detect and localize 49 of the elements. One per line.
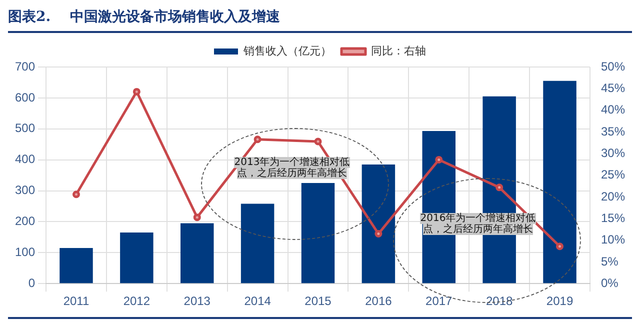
chart-title: 图表2. 中国激光设备市场销售收入及增速 <box>8 8 282 27</box>
point <box>496 184 504 192</box>
legend-label: 销售收入（亿元） <box>242 44 332 58</box>
point <box>132 88 140 96</box>
bar <box>362 164 396 284</box>
point <box>435 156 443 164</box>
point <box>556 242 564 250</box>
y-tick-label: 0 <box>28 276 36 290</box>
y-tick-label: 100 <box>14 244 36 259</box>
x-tick-label: 2019 <box>546 294 574 308</box>
y-tick-label: 200 <box>14 214 36 228</box>
y-tick-label: 700 <box>14 59 36 74</box>
point <box>254 136 262 144</box>
bar <box>60 248 93 284</box>
x-tick-label: 2017 <box>426 294 453 308</box>
y2-tick-label: 40% <box>600 102 626 117</box>
y2-tick-label: 15% <box>600 210 626 225</box>
y2-tick-label: 0% <box>600 276 619 290</box>
y2-tick-label: 45% <box>600 80 626 95</box>
y-tick-label: 500 <box>14 121 36 136</box>
y2-tick-label: 50% <box>600 59 626 74</box>
x-tick-label: 2013 <box>184 294 211 308</box>
annotation: 2013年为一个增速相对低点，之后经历两年高增长 <box>234 157 350 179</box>
bar <box>301 183 335 284</box>
bar <box>180 223 214 284</box>
point <box>193 214 201 222</box>
annotation: 2016年为一个增速相对低点，之后经历两年高增长 <box>420 213 536 235</box>
y2-tick-label: 25% <box>600 168 626 182</box>
point <box>314 138 322 146</box>
y2-tick-label: 30% <box>600 146 626 160</box>
legend-label: 同比：右轴 <box>371 44 426 58</box>
y-tick-label: 300 <box>14 183 36 198</box>
x-tick-label: 2016 <box>365 294 392 308</box>
y-tick-label: 400 <box>14 152 36 166</box>
y2-tick-label: 35% <box>600 124 626 138</box>
x-tick-label: 2018 <box>486 294 513 308</box>
point <box>72 190 80 198</box>
x-tick-label: 2011 <box>63 294 90 308</box>
bar <box>240 204 274 284</box>
y2-tick-label: 10% <box>600 232 626 247</box>
y2-tick-label: 20% <box>600 189 626 204</box>
bar <box>543 80 576 284</box>
x-tick-label: 2015 <box>304 294 332 308</box>
point <box>374 230 382 238</box>
x-tick-label: 2012 <box>123 294 150 308</box>
bar <box>120 232 154 284</box>
x-tick-label: 2014 <box>244 294 272 308</box>
y2-tick-label: 5% <box>600 254 619 268</box>
y-tick-label: 600 <box>14 90 36 104</box>
